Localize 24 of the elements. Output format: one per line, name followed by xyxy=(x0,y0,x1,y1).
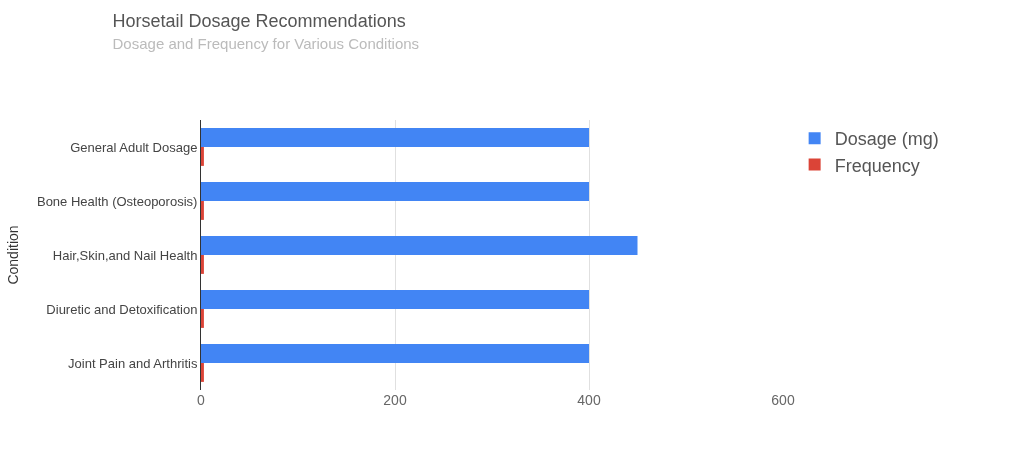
bar xyxy=(201,201,204,220)
y-tick-label: Diuretic and Detoxification xyxy=(46,301,198,317)
y-tick-label: Hair,Skin,and Nail Health xyxy=(52,247,198,263)
bar xyxy=(201,147,204,166)
x-tick-label: 200 xyxy=(383,392,407,408)
chart-title: Horsetail Dosage Recommendations xyxy=(112,11,406,31)
y-tick-label: General Adult Dosage xyxy=(70,139,198,155)
x-tick-label: 400 xyxy=(577,392,601,408)
x-tick-label: 600 xyxy=(771,392,795,408)
bar xyxy=(201,182,589,201)
y-axis-title: Condition xyxy=(4,225,21,285)
legend-label: Dosage (mg) xyxy=(834,129,939,150)
y-tick-label: Bone Health (Osteoporosis) xyxy=(36,193,198,209)
legend-label: Frequency xyxy=(834,155,920,176)
bar xyxy=(201,309,204,328)
x-tick-label: 0 xyxy=(197,392,206,408)
bar xyxy=(201,363,204,382)
bar xyxy=(201,290,589,309)
bar xyxy=(201,236,638,255)
bar xyxy=(201,128,589,147)
y-tick-label: Joint Pain and Arthritis xyxy=(68,355,198,371)
bar xyxy=(201,344,589,363)
chart-subtitle: Dosage and Frequency for Various Conditions xyxy=(112,35,420,53)
bar xyxy=(201,255,204,274)
